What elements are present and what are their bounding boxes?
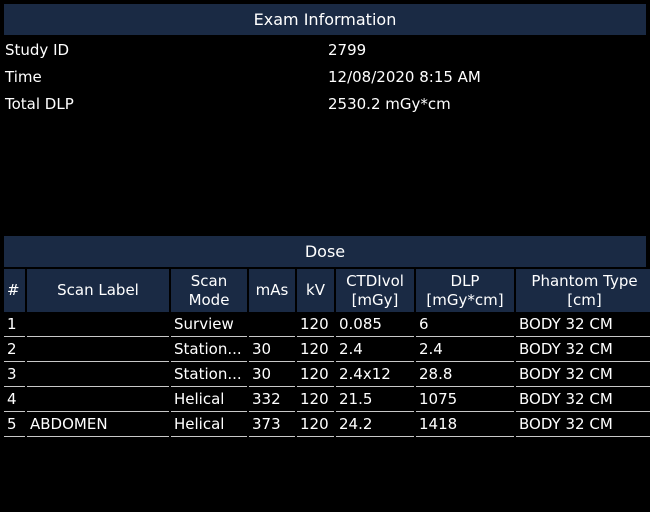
cell-ctdivol: 0.085 [336, 312, 414, 337]
cell-ctdivol: 2.4 [336, 337, 414, 362]
cell-dlp: 2.4 [416, 337, 514, 362]
cell-phantom-type: BODY 32 CM [516, 412, 650, 437]
cell-ctdivol: 21.5 [336, 387, 414, 412]
cell-number: 1 [4, 312, 25, 337]
cell-kv: 120 [297, 412, 334, 437]
column-header-number[interactable]: # [4, 269, 25, 312]
column-header-mas[interactable]: mAs [249, 269, 295, 312]
time-value: 12/08/2020 8:15 AM [328, 68, 481, 86]
cell-mas: 30 [249, 337, 295, 362]
total-dlp-label: Total DLP [5, 95, 74, 113]
cell-kv: 120 [297, 312, 334, 337]
column-header-dlp[interactable]: DLP [mGy*cm] [416, 269, 514, 312]
cell-mas [249, 312, 295, 337]
cell-scan-label [27, 362, 169, 387]
cell-scan-mode: Station... [171, 337, 247, 362]
dose-header: Dose [4, 236, 646, 267]
column-header-scan-label[interactable]: Scan Label [27, 269, 169, 312]
cell-scan-label [27, 312, 169, 337]
dose-title: Dose [304, 242, 346, 261]
cell-dlp: 28.8 [416, 362, 514, 387]
cell-scan-mode: Helical [171, 387, 247, 412]
cell-dlp: 1075 [416, 387, 514, 412]
cell-number: 4 [4, 387, 25, 412]
cell-scan-label [27, 337, 169, 362]
table-row[interactable]: 3 Station... 30 120 2.4x12 28.8 BODY 32 … [4, 362, 650, 387]
dose-table: # Scan Label Scan Mode mAs kV CTDIvol [mGy… [2, 269, 650, 437]
cell-ctdivol: 24.2 [336, 412, 414, 437]
total-dlp-value: 2530.2 mGy*cm [328, 95, 451, 113]
column-header-phantom-type[interactable]: Phantom Type [cm] [516, 269, 650, 312]
cell-number: 3 [4, 362, 25, 387]
study-id-value: 2799 [328, 41, 367, 59]
table-row[interactable]: 4 Helical 332 120 21.5 1075 BODY 32 CM [4, 387, 650, 412]
cell-scan-mode: Station... [171, 362, 247, 387]
cell-number: 2 [4, 337, 25, 362]
cell-scan-label: ABDOMEN [27, 412, 169, 437]
cell-phantom-type: BODY 32 CM [516, 312, 650, 337]
cell-scan-label [27, 387, 169, 412]
column-header-scan-mode[interactable]: Scan Mode [171, 269, 247, 312]
cell-number: 5 [4, 412, 25, 437]
table-row[interactable]: 2 Station... 30 120 2.4 2.4 BODY 32 CM [4, 337, 650, 362]
study-id-label: Study ID [5, 41, 70, 59]
cell-mas: 30 [249, 362, 295, 387]
cell-scan-mode: Helical [171, 412, 247, 437]
table-row[interactable]: 5 ABDOMEN Helical 373 120 24.2 1418 BODY… [4, 412, 650, 437]
cell-scan-mode: Surview [171, 312, 247, 337]
cell-kv: 120 [297, 337, 334, 362]
cell-kv: 120 [297, 387, 334, 412]
column-header-ctdivol[interactable]: CTDIvol [mGy] [336, 269, 414, 312]
cell-mas: 332 [249, 387, 295, 412]
cell-phantom-type: BODY 32 CM [516, 387, 650, 412]
cell-mas: 373 [249, 412, 295, 437]
column-header-kv[interactable]: kV [297, 269, 334, 312]
cell-ctdivol: 2.4x12 [336, 362, 414, 387]
time-label: Time [5, 68, 42, 86]
dose-table-header-row: # Scan Label Scan Mode mAs kV CTDIvol [mGy… [4, 269, 650, 312]
cell-phantom-type: BODY 32 CM [516, 362, 650, 387]
exam-information-title: Exam Information [253, 10, 397, 29]
cell-phantom-type: BODY 32 CM [516, 337, 650, 362]
cell-dlp: 1418 [416, 412, 514, 437]
cell-dlp: 6 [416, 312, 514, 337]
cell-kv: 120 [297, 362, 334, 387]
exam-information-header: Exam Information [4, 4, 646, 35]
table-row[interactable]: 1 Surview 120 0.085 6 BODY 32 CM [4, 312, 650, 337]
